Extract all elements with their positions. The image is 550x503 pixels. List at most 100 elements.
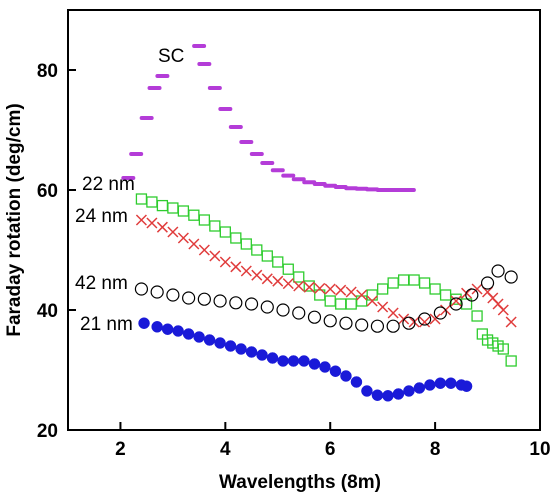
data-point <box>146 217 158 229</box>
data-point <box>335 284 347 296</box>
data-point <box>345 286 357 298</box>
data-point <box>276 303 290 317</box>
data-point <box>480 276 495 290</box>
data-point <box>345 298 357 310</box>
data-point <box>198 244 210 256</box>
data-point <box>429 313 441 325</box>
data-point <box>151 321 163 333</box>
data-point <box>303 281 315 293</box>
x-axis-title: Wavelengths (8m) <box>219 472 381 493</box>
data-point <box>203 334 216 346</box>
series-label-42nm: 42 nm <box>75 273 128 294</box>
data-point <box>449 297 463 311</box>
data-point <box>134 282 149 296</box>
data-point <box>282 263 294 275</box>
data-point <box>167 226 179 238</box>
data-point <box>314 289 326 301</box>
data-point <box>413 382 426 394</box>
y-tick-label: 40 <box>37 301 58 322</box>
data-point <box>308 358 321 370</box>
data-point <box>497 304 509 316</box>
data-point <box>261 250 273 262</box>
data-point <box>282 278 294 290</box>
data-point <box>146 196 158 208</box>
data-point <box>182 328 195 340</box>
data-point <box>166 288 180 302</box>
data-point <box>251 269 263 281</box>
plot-frame <box>67 9 541 431</box>
data-point <box>135 214 147 226</box>
data-point <box>293 271 305 283</box>
series-1 <box>121 44 416 192</box>
data-point <box>240 265 252 277</box>
data-point <box>156 199 169 212</box>
data-point <box>156 221 168 233</box>
data-point <box>172 325 184 337</box>
data-point <box>339 316 353 330</box>
data-point <box>214 337 226 349</box>
data-point <box>402 316 416 330</box>
series-4 <box>134 264 518 333</box>
y-axis-title: Faraday rotation (deg/cm) <box>4 103 25 336</box>
data-point <box>324 295 336 307</box>
y-tick-label: 60 <box>37 181 58 202</box>
data-point <box>370 319 385 333</box>
data-point <box>387 277 399 289</box>
data-point <box>439 289 452 301</box>
data-point <box>471 310 483 322</box>
data-point <box>361 385 373 397</box>
data-point <box>355 318 369 332</box>
data-point <box>340 370 352 382</box>
data-point <box>229 296 243 310</box>
data-point <box>433 306 447 320</box>
data-point <box>298 355 310 367</box>
data-point <box>504 270 518 284</box>
data-point <box>293 280 305 292</box>
data-point <box>224 340 237 352</box>
y-tick-label: 80 <box>37 61 58 82</box>
x-tick-label: 2 <box>115 439 126 460</box>
data-point <box>418 312 432 326</box>
data-point <box>209 250 221 262</box>
data-point <box>256 349 268 361</box>
data-point <box>329 365 342 377</box>
data-point <box>161 323 174 335</box>
data-point <box>397 274 410 286</box>
series-label-21nm: 21 nm <box>80 314 133 335</box>
data-point <box>245 346 258 358</box>
data-point <box>177 205 190 217</box>
data-point <box>188 209 200 221</box>
data-point <box>135 193 148 205</box>
data-point <box>244 297 259 311</box>
data-point <box>424 379 436 391</box>
series-3 <box>135 214 517 328</box>
data-point <box>307 310 322 324</box>
x-tick-label: 4 <box>220 439 231 460</box>
data-point <box>219 226 231 238</box>
data-point <box>398 313 410 325</box>
data-point <box>465 288 479 302</box>
data-point <box>392 388 405 400</box>
data-point <box>277 355 289 367</box>
data-point <box>261 273 273 285</box>
series-labels: SC 22 nm 24 nm 42 nm 21 nm <box>75 46 184 335</box>
data-point <box>419 316 431 328</box>
series-label-24nm: 24 nm <box>75 206 128 227</box>
data-point <box>272 275 284 287</box>
data-point <box>386 319 400 333</box>
data-point <box>219 256 231 268</box>
data-point <box>177 232 189 244</box>
data-point <box>314 282 326 294</box>
y-axis: 20 40 60 80 <box>37 61 76 442</box>
y-tick-label: 20 <box>37 421 58 442</box>
data-point <box>505 355 517 367</box>
data-point <box>188 238 200 250</box>
data-point <box>505 316 517 328</box>
plot-area <box>121 44 518 402</box>
data-point <box>230 232 242 244</box>
data-point <box>303 280 315 292</box>
data-point <box>292 306 306 320</box>
data-point <box>382 390 394 402</box>
data-point <box>240 238 252 250</box>
x-axis: 2 4 6 8 10 <box>115 422 550 460</box>
